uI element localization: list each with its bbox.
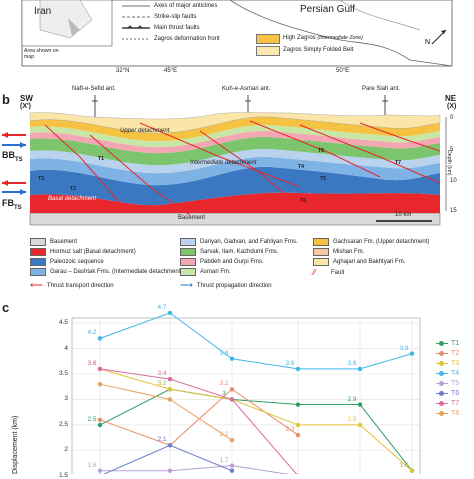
data-point-t4 — [296, 367, 300, 371]
data-label: 3.6 — [347, 360, 356, 367]
data-point-t7 — [168, 377, 172, 381]
data-label: 3.9 — [399, 345, 408, 352]
data-label: 3 — [222, 390, 226, 397]
data-point-t5 — [168, 469, 172, 473]
data-label: 2.1 — [157, 436, 166, 443]
data-point-t6 — [168, 443, 172, 447]
series-line-t2 — [100, 389, 298, 445]
data-label: 1.6 — [399, 462, 408, 469]
legend-item-t5: T5 — [436, 380, 459, 387]
data-point-t3 — [410, 469, 414, 473]
data-point-t2 — [98, 418, 102, 422]
data-point-t3 — [296, 423, 300, 427]
data-label: 3.6 — [285, 360, 294, 367]
data-label: 2.9 — [347, 396, 356, 403]
data-point-t1 — [98, 423, 102, 427]
data-point-t8 — [168, 397, 172, 401]
data-point-t7 — [98, 367, 102, 371]
data-point-t5 — [230, 463, 234, 467]
data-label: 3.2 — [219, 380, 228, 387]
data-point-t4 — [168, 311, 172, 315]
data-point-t8 — [230, 438, 234, 442]
grid — [72, 318, 420, 474]
data-label: 2.2 — [219, 431, 228, 438]
data-point-t4 — [358, 367, 362, 371]
series-line-t7 — [100, 369, 298, 474]
series-line-t4 — [100, 313, 412, 369]
data-point-t7 — [230, 397, 234, 401]
legend-item-t8: T8 — [436, 410, 459, 417]
data-point-t3 — [358, 423, 362, 427]
data-point-t1 — [296, 402, 300, 406]
data-point-t4 — [410, 351, 414, 355]
legend-item-t4: T4 — [436, 370, 459, 377]
data-label: 1.6 — [87, 462, 96, 469]
legend-item-t6: T6 — [436, 390, 459, 397]
data-label: 3.8 — [219, 350, 228, 357]
data-label: 4.2 — [87, 329, 96, 336]
data-label: 2.5 — [347, 416, 356, 423]
data-point-t4 — [230, 357, 234, 361]
series-line-t5 — [100, 466, 298, 474]
data-label: 2.5 — [87, 416, 96, 423]
data-label: 3.6 — [87, 360, 96, 367]
data-label: 4.7 — [157, 304, 166, 311]
data-label: 2.3 — [285, 426, 294, 433]
data-point-t3 — [168, 387, 172, 391]
data-point-t8 — [98, 382, 102, 386]
data-label: 3.2 — [157, 380, 166, 387]
data-point-t4 — [98, 336, 102, 340]
legend-item-t7: T7 — [436, 400, 459, 407]
legend-item-t3: T3 — [436, 360, 459, 367]
data-label: 1.7 — [219, 457, 228, 464]
data-point-t1 — [358, 402, 362, 406]
data-point-t5 — [98, 469, 102, 473]
legend-item-t1: T1 — [436, 340, 459, 347]
data-point-t2 — [296, 433, 300, 437]
series-line-t6 — [100, 445, 232, 474]
data-point-t6 — [230, 469, 234, 473]
legend-item-t2: T2 — [436, 350, 459, 357]
data-label: 3.4 — [157, 370, 166, 377]
data-point-t2 — [230, 387, 234, 391]
